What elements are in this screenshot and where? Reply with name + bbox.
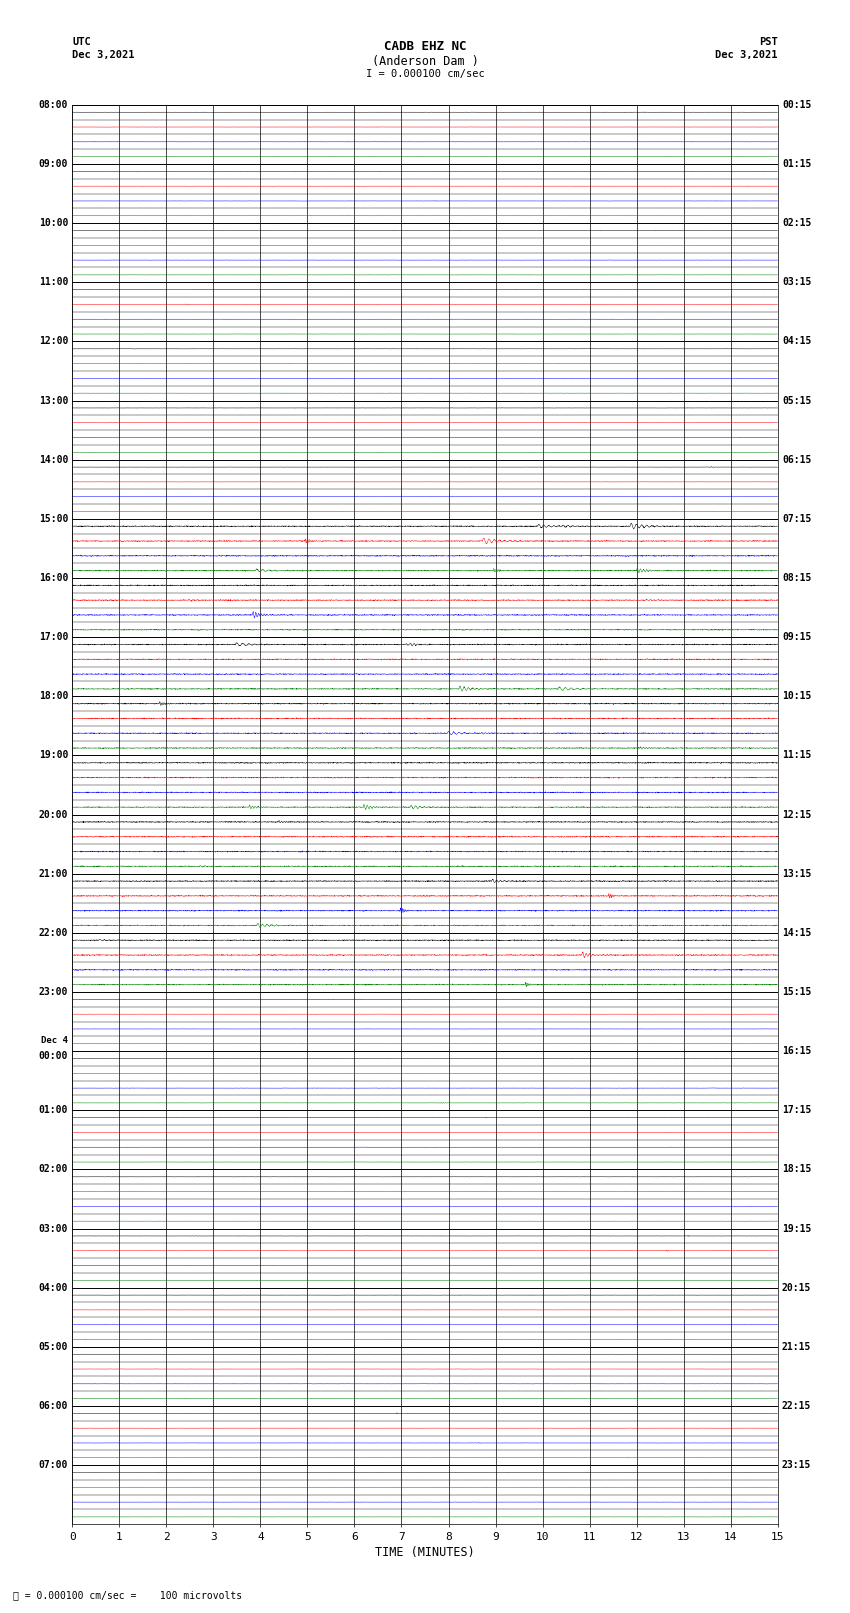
Text: 05:00: 05:00 bbox=[38, 1342, 68, 1352]
Text: 07:00: 07:00 bbox=[38, 1460, 68, 1469]
Text: 18:15: 18:15 bbox=[782, 1165, 812, 1174]
Text: 20:00: 20:00 bbox=[38, 810, 68, 819]
Text: 09:15: 09:15 bbox=[782, 632, 812, 642]
Text: 01:00: 01:00 bbox=[38, 1105, 68, 1115]
Text: 04:15: 04:15 bbox=[782, 337, 812, 347]
Text: 04:00: 04:00 bbox=[38, 1282, 68, 1292]
Text: 17:00: 17:00 bbox=[38, 632, 68, 642]
Text: 14:15: 14:15 bbox=[782, 927, 812, 937]
Text: 10:00: 10:00 bbox=[38, 218, 68, 227]
Text: 12:15: 12:15 bbox=[782, 810, 812, 819]
Text: 11:00: 11:00 bbox=[38, 277, 68, 287]
Text: 23:15: 23:15 bbox=[782, 1460, 812, 1469]
Text: 21:00: 21:00 bbox=[38, 869, 68, 879]
Text: 19:00: 19:00 bbox=[38, 750, 68, 760]
Text: Dec 4: Dec 4 bbox=[41, 1036, 68, 1045]
Text: Dec 3,2021: Dec 3,2021 bbox=[715, 50, 778, 60]
Text: 15:00: 15:00 bbox=[38, 515, 68, 524]
X-axis label: TIME (MINUTES): TIME (MINUTES) bbox=[375, 1547, 475, 1560]
Text: PST: PST bbox=[759, 37, 778, 47]
Text: ⎹ = 0.000100 cm/sec =    100 microvolts: ⎹ = 0.000100 cm/sec = 100 microvolts bbox=[13, 1590, 242, 1600]
Text: I = 0.000100 cm/sec: I = 0.000100 cm/sec bbox=[366, 69, 484, 79]
Text: 05:15: 05:15 bbox=[782, 395, 812, 405]
Text: 11:15: 11:15 bbox=[782, 750, 812, 760]
Text: 13:00: 13:00 bbox=[38, 395, 68, 405]
Text: 19:15: 19:15 bbox=[782, 1224, 812, 1234]
Text: 23:00: 23:00 bbox=[38, 987, 68, 997]
Text: 12:00: 12:00 bbox=[38, 337, 68, 347]
Text: 20:15: 20:15 bbox=[782, 1282, 812, 1292]
Text: 10:15: 10:15 bbox=[782, 692, 812, 702]
Text: 22:15: 22:15 bbox=[782, 1402, 812, 1411]
Text: 16:00: 16:00 bbox=[38, 573, 68, 582]
Text: 03:00: 03:00 bbox=[38, 1224, 68, 1234]
Text: 00:15: 00:15 bbox=[782, 100, 812, 110]
Text: 08:00: 08:00 bbox=[38, 100, 68, 110]
Text: 18:00: 18:00 bbox=[38, 692, 68, 702]
Text: 17:15: 17:15 bbox=[782, 1105, 812, 1115]
Text: 01:15: 01:15 bbox=[782, 160, 812, 169]
Text: 22:00: 22:00 bbox=[38, 927, 68, 937]
Text: 14:00: 14:00 bbox=[38, 455, 68, 465]
Text: 06:00: 06:00 bbox=[38, 1402, 68, 1411]
Text: 13:15: 13:15 bbox=[782, 869, 812, 879]
Text: 15:15: 15:15 bbox=[782, 987, 812, 997]
Text: UTC: UTC bbox=[72, 37, 91, 47]
Text: 02:00: 02:00 bbox=[38, 1165, 68, 1174]
Text: 16:15: 16:15 bbox=[782, 1047, 812, 1057]
Text: 06:15: 06:15 bbox=[782, 455, 812, 465]
Text: 02:15: 02:15 bbox=[782, 218, 812, 227]
Text: Dec 3,2021: Dec 3,2021 bbox=[72, 50, 135, 60]
Text: 07:15: 07:15 bbox=[782, 515, 812, 524]
Text: (Anderson Dam ): (Anderson Dam ) bbox=[371, 55, 479, 68]
Text: 21:15: 21:15 bbox=[782, 1342, 812, 1352]
Text: 03:15: 03:15 bbox=[782, 277, 812, 287]
Text: 09:00: 09:00 bbox=[38, 160, 68, 169]
Text: CADB EHZ NC: CADB EHZ NC bbox=[383, 40, 467, 53]
Text: 08:15: 08:15 bbox=[782, 573, 812, 582]
Text: 00:00: 00:00 bbox=[38, 1052, 68, 1061]
